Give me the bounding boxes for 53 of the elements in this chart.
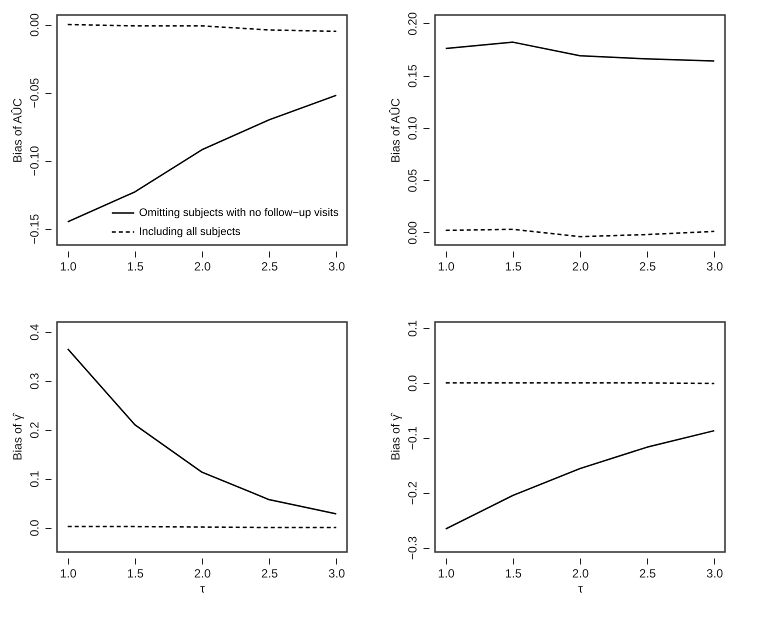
x-tick-label: 1.0 bbox=[60, 566, 77, 580]
line-series bbox=[444, 228, 716, 238]
x-tick-label: 2.5 bbox=[261, 260, 278, 274]
x-tick-label: 3.0 bbox=[328, 260, 346, 274]
x-tick-label: 2.0 bbox=[194, 566, 212, 580]
legend-label: Omitting subjects with no follow−up visits bbox=[139, 207, 340, 219]
y-tick-label: 0.20 bbox=[406, 12, 420, 36]
y-tick-label: 0.1 bbox=[406, 320, 420, 337]
x-tick-label: 2.5 bbox=[639, 260, 656, 274]
x-axis-title: τ bbox=[578, 582, 584, 596]
y-tick-label: 0.05 bbox=[406, 168, 420, 192]
y-tick-label: 0.15 bbox=[406, 64, 420, 88]
x-tick-label: 3.0 bbox=[706, 566, 724, 580]
y-tick-label: −0.2 bbox=[406, 481, 420, 506]
x-tick-label: 2.5 bbox=[639, 566, 656, 580]
line-series bbox=[66, 94, 338, 223]
line-series bbox=[66, 348, 338, 515]
y-tick-label: −0.05 bbox=[28, 78, 42, 108]
y-tick-label: 0.3 bbox=[28, 372, 42, 390]
y-tick-label: −0.10 bbox=[28, 146, 42, 176]
x-tick-label: 2.5 bbox=[261, 566, 278, 580]
y-tick-label: 0.0 bbox=[406, 374, 420, 392]
y-axis-title: Bias of AÛC bbox=[10, 98, 24, 163]
x-axis-title: τ bbox=[200, 582, 206, 596]
x-tick-label: 3.0 bbox=[706, 260, 724, 274]
y-tick-label: −0.15 bbox=[28, 214, 42, 244]
x-tick-label: 3.0 bbox=[328, 566, 346, 580]
y-tick-label: 0.00 bbox=[406, 220, 420, 245]
x-tick-label: 2.0 bbox=[572, 260, 590, 274]
x-tick-label: 1.5 bbox=[505, 260, 522, 274]
y-tick-label: 0.10 bbox=[406, 116, 420, 140]
line-series bbox=[444, 430, 716, 530]
y-axis-title: Bias of AÛC bbox=[388, 98, 402, 163]
line-series bbox=[66, 24, 338, 32]
y-tick-label: −0.3 bbox=[406, 536, 420, 560]
x-tick-label: 1.0 bbox=[60, 260, 77, 274]
y-axis-title: Bias of γ̂ bbox=[388, 412, 402, 461]
y-tick-label: 0.2 bbox=[28, 421, 42, 439]
legend-label: Including all subjects bbox=[139, 226, 242, 238]
x-tick-label: 1.5 bbox=[127, 566, 144, 580]
x-tick-label: 1.5 bbox=[505, 566, 522, 580]
y-tick-label: 0.00 bbox=[28, 13, 42, 37]
y-tick-label: 0.0 bbox=[28, 519, 42, 536]
y-tick-label: 0.4 bbox=[28, 324, 42, 341]
x-tick-label: 2.0 bbox=[572, 566, 590, 580]
x-tick-label: 2.0 bbox=[194, 260, 212, 274]
x-tick-label: 1.0 bbox=[438, 566, 455, 580]
x-tick-label: 1.0 bbox=[438, 260, 455, 274]
y-tick-label: −0.1 bbox=[406, 426, 420, 450]
line-series bbox=[444, 41, 716, 62]
x-tick-label: 1.5 bbox=[127, 260, 144, 274]
y-axis-title: Bias of γ̂ bbox=[10, 412, 24, 461]
y-tick-label: 0.1 bbox=[28, 470, 42, 488]
